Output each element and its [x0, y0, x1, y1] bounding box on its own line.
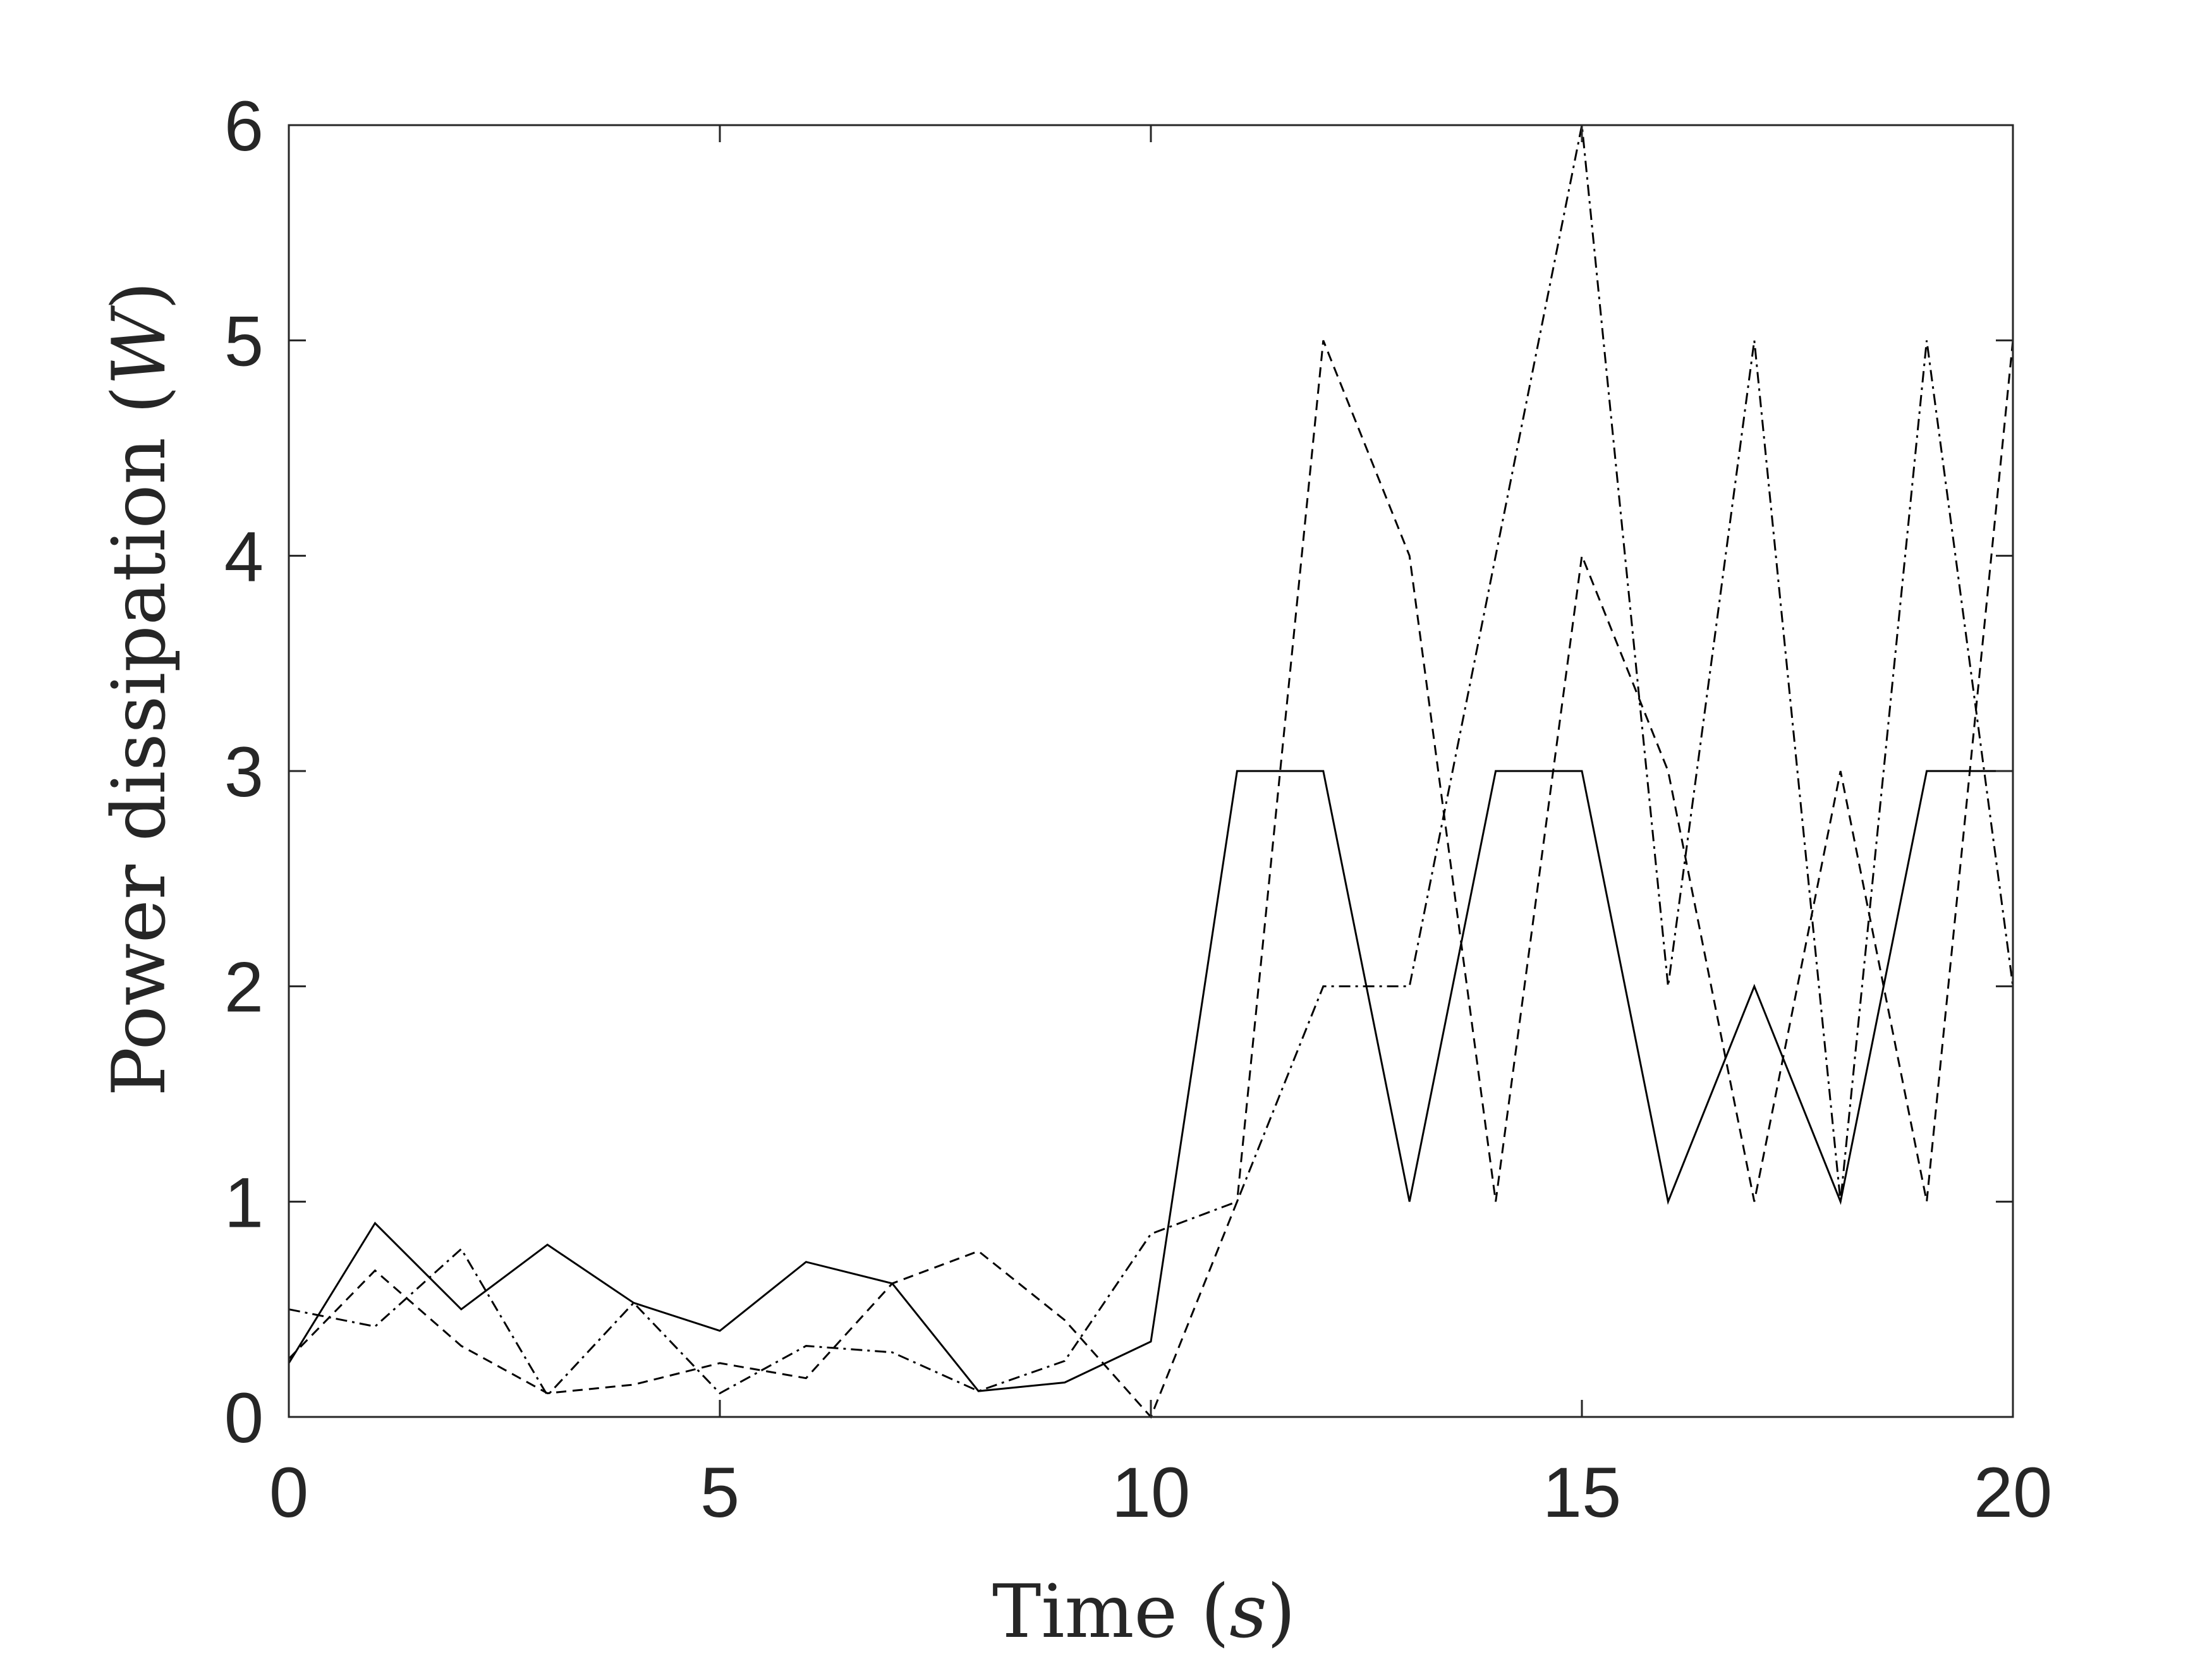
y-tick-label: 4: [224, 517, 264, 596]
x-axis-label-text: Time: [992, 1569, 1177, 1655]
y-tick-label: 6: [224, 87, 264, 166]
y-axis-label-open-paren: (: [97, 386, 182, 414]
x-axis-label-open-paren: (: [1201, 1569, 1229, 1655]
y-tick-label: 0: [224, 1378, 264, 1457]
y-tick-label: 2: [224, 948, 264, 1027]
x-tick-label: 0: [269, 1453, 308, 1532]
y-axis-label-text: Power dissipation: [97, 437, 182, 1097]
y-axis-unit: W: [97, 305, 182, 386]
y-tick-label: 1: [224, 1163, 264, 1242]
x-tick-label: 5: [700, 1453, 739, 1532]
tick-label-layer: 0 5 10 15 20 0 1 2 3 4 5 6: [224, 87, 2053, 1532]
x-axis-label-close-paren: ): [1267, 1569, 1296, 1655]
series-line-1-solid: [288, 770, 2013, 1392]
x-axis-unit: s: [1229, 1569, 1267, 1655]
x-tick-label: 10: [1112, 1453, 1191, 1532]
y-axis-label: Power dissipation (W): [97, 281, 182, 1096]
y-tick-label: 3: [224, 732, 264, 811]
x-tick-label: 15: [1543, 1453, 1622, 1532]
x-axis-label: Time (s): [992, 1569, 1296, 1655]
x-tick-label: 20: [1974, 1453, 2053, 1532]
plot-frame: [288, 124, 2014, 1418]
y-axis-label-close-paren: ): [97, 281, 182, 310]
y-tick-label: 5: [224, 302, 264, 381]
series-line-3-dash-dot: [288, 125, 2014, 1397]
